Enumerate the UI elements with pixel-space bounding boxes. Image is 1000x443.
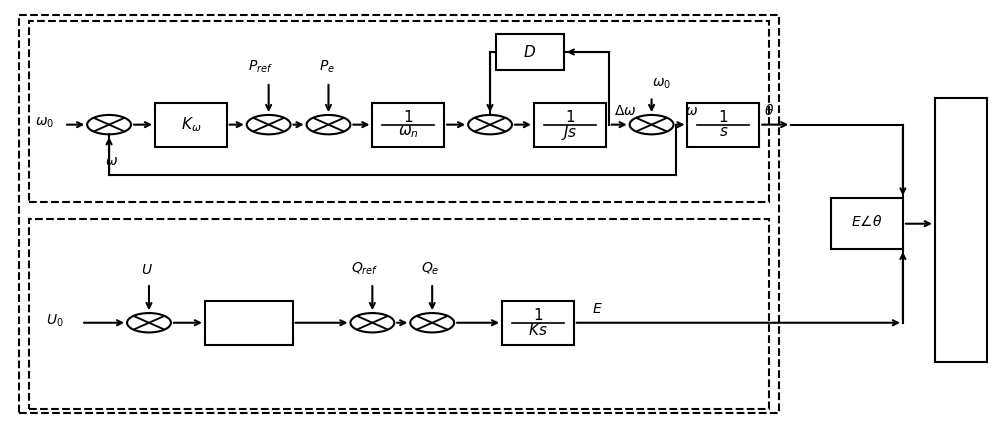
Bar [155,103,227,147]
Text: $K_\omega$: $K_\omega$ [181,115,201,134]
Text: $\omega$: $\omega$ [685,104,698,117]
Bar [205,301,293,345]
Text: $D$: $D$ [523,44,536,60]
Text: $Ks$: $Ks$ [528,322,548,338]
Text: $s$: $s$ [719,125,728,139]
Text: $P_e$: $P_e$ [319,59,334,75]
Bar [496,34,564,70]
Bar [29,219,769,408]
Text: $\omega$: $\omega$ [105,154,118,168]
Text: $1$: $1$ [403,109,413,125]
Text: $U_0$: $U_0$ [46,313,64,329]
Text: $\theta$: $\theta$ [764,103,774,117]
Text: $U$: $U$ [141,263,153,277]
Bar [687,103,759,147]
Bar [534,103,606,147]
Bar [19,15,779,413]
Bar [29,21,769,202]
Text: $1$: $1$ [533,307,543,323]
Text: $E$: $E$ [592,302,603,316]
Bar [935,98,987,362]
Text: $Js$: $Js$ [561,123,578,142]
Text: $E\angle\theta$: $E\angle\theta$ [851,214,883,229]
Text: $\omega_n$: $\omega_n$ [398,124,419,140]
Text: $1$: $1$ [565,109,575,125]
Text: $\omega_0$: $\omega_0$ [652,76,671,91]
Bar [831,198,903,249]
Text: $Q_e$: $Q_e$ [421,260,439,277]
Text: $1$: $1$ [718,109,729,125]
Text: $\omega_0$: $\omega_0$ [35,116,54,130]
Text: $P_{ref}$: $P_{ref}$ [248,59,273,75]
Bar [502,301,574,345]
Bar [372,103,444,147]
Text: $\Delta\omega$: $\Delta\omega$ [614,104,636,117]
Text: $Q_{ref}$: $Q_{ref}$ [351,260,378,277]
